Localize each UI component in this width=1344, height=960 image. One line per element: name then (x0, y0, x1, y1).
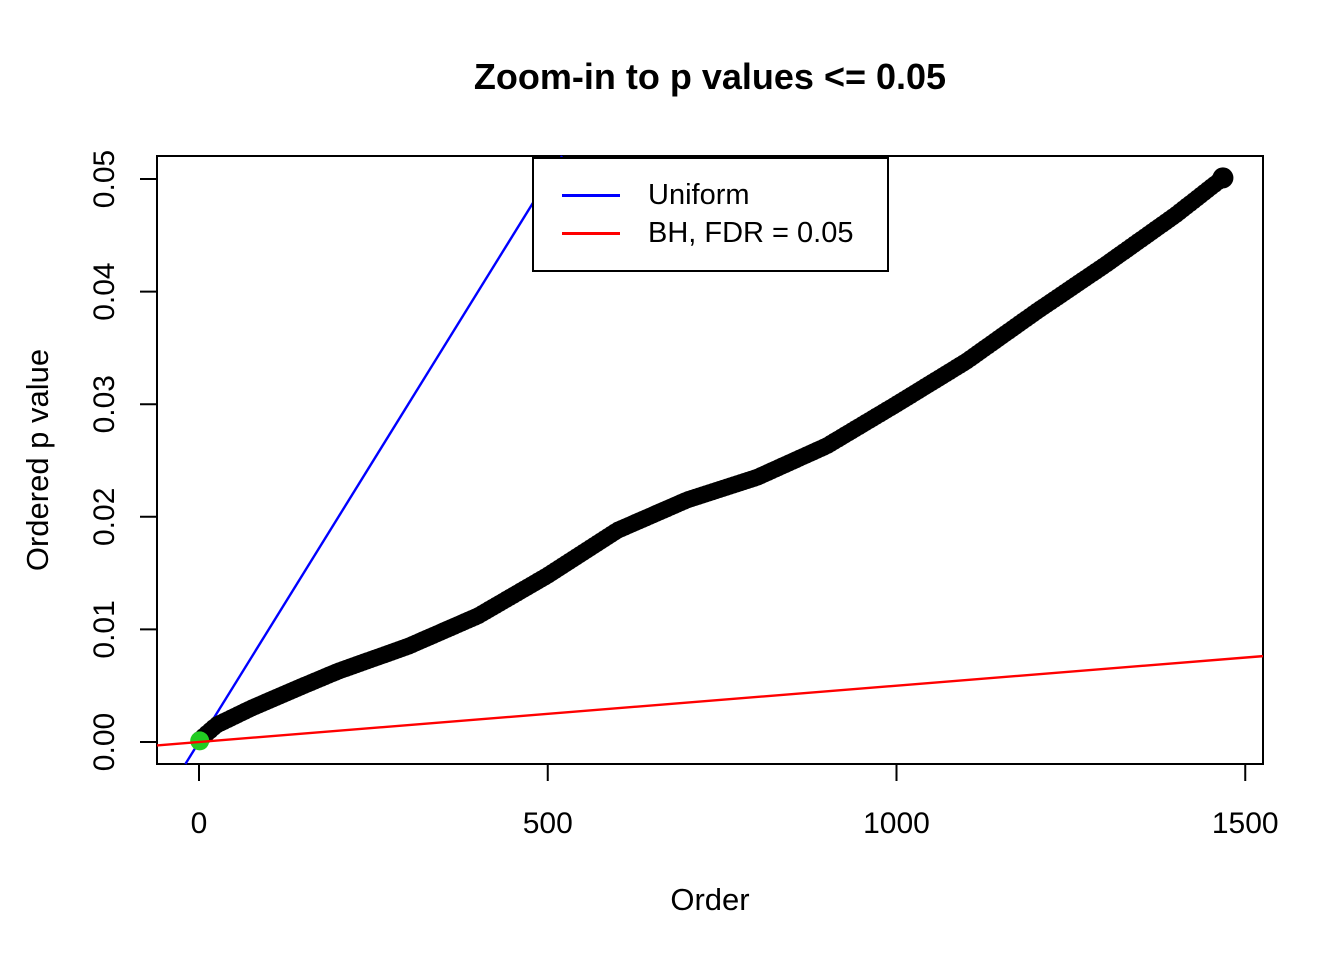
legend-item-bh: BH, FDR = 0.05 (534, 215, 887, 253)
x-tick-label: 1000 (863, 807, 930, 840)
y-tick-label: 0.01 (88, 600, 121, 658)
legend-box: Uniform BH, FDR = 0.05 (532, 157, 889, 272)
x-tick-label: 500 (523, 807, 573, 840)
legend-label-bh: BH, FDR = 0.05 (648, 217, 854, 249)
legend-label-uniform: Uniform (648, 179, 750, 211)
y-tick-label: 0.05 (88, 150, 121, 208)
y-tick-label: 0.04 (88, 262, 121, 320)
x-axis-title: Order (670, 882, 750, 917)
y-tick-label: 0.03 (88, 375, 121, 433)
chart-title: Zoom-in to p values <= 0.05 (473, 56, 947, 97)
uniform-line-swatch (562, 194, 620, 197)
p-value-end-point (1212, 167, 1234, 189)
x-tick-label: 0 (191, 807, 208, 840)
bh-line (156, 654, 1264, 747)
y-tick-label: 0.00 (88, 713, 121, 771)
legend-item-uniform: Uniform (534, 177, 887, 215)
uniform-line (184, 155, 564, 765)
plot-border (156, 155, 1264, 765)
x-tick-label: 1500 (1212, 807, 1279, 840)
bh-line-swatch (562, 232, 620, 235)
y-tick-label: 0.02 (88, 488, 121, 546)
y-axis-title: Ordered p value (20, 348, 55, 572)
